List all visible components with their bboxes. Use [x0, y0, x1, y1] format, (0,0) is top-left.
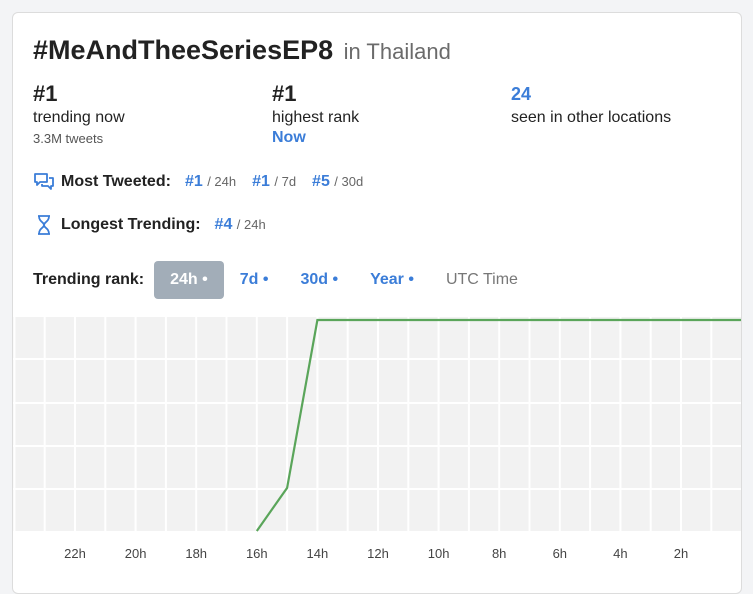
most-tweeted-7d[interactable]: #1 / 7d	[252, 173, 297, 190]
tweet-count: 3.3M tweets	[33, 131, 104, 146]
highest-rank-when[interactable]: Now	[272, 129, 306, 146]
trending-now-rank: #1	[33, 81, 58, 106]
stat-other-locations: 24 seen in other locations	[511, 81, 671, 127]
chart-grid	[13, 317, 741, 531]
trending-rank-label: Trending rank:	[33, 271, 145, 288]
other-locations-count[interactable]: 24	[511, 84, 532, 104]
hashtag-title[interactable]: #MeAndTheeSeriesEP8	[33, 35, 334, 65]
longest-trending-24h[interactable]: #4 / 24h	[214, 216, 266, 233]
x-tick-label: 4h	[613, 546, 627, 561]
longest-trending-label: Longest Trending:	[61, 216, 201, 233]
rank-series-line	[255, 318, 741, 532]
most-tweeted-label: Most Tweeted:	[61, 173, 171, 190]
highest-rank-label: highest rank	[272, 109, 360, 126]
stat-trending-now: #1 trending now 3.3M tweets	[33, 81, 125, 146]
most-tweeted-30d[interactable]: #5 / 30d	[312, 173, 364, 190]
highest-rank-value: #1	[272, 81, 297, 106]
x-axis-ticks: 22h 20h 18h 16h 14h 12h 10h 8h 6h 4h 2h	[64, 546, 688, 561]
rank-tabs: Trending rank: 24h • 7d • 30d • Year • U…	[33, 261, 534, 299]
hourglass-icon	[33, 214, 55, 236]
x-tick-label: 16h	[246, 546, 268, 561]
most-tweeted-row: Most Tweeted: #1 / 24h #1 / 7d #5 / 30d	[33, 171, 379, 193]
most-tweeted-24h[interactable]: #1 / 24h	[184, 173, 237, 190]
trend-card: #MeAndTheeSeriesEP8 in Thailand #1 trend…	[12, 12, 742, 594]
tab-year[interactable]: Year •	[370, 271, 414, 288]
tab-7d[interactable]: 7d •	[239, 271, 269, 288]
x-tick-label: 2h	[674, 546, 688, 561]
x-tick-label: 20h	[125, 546, 147, 561]
trending-rank-chart: 22h 20h 18h 16h 14h 12h 10h 8h 6h 4h 2h	[13, 317, 741, 561]
x-tick-label: 10h	[428, 546, 450, 561]
tab-30d[interactable]: 30d •	[300, 271, 339, 288]
x-tick-label: 22h	[64, 546, 86, 561]
location-label: in Thailand	[343, 39, 451, 64]
utc-time-toggle[interactable]: UTC Time	[445, 271, 518, 288]
trending-now-label: trending now	[33, 109, 125, 126]
other-locations-label: seen in other locations	[511, 109, 672, 126]
x-tick-label: 12h	[367, 546, 389, 561]
x-tick-label: 14h	[307, 546, 329, 561]
chat-bubbles-icon	[33, 171, 55, 193]
longest-trending-row: Longest Trending: #4 / 24h	[33, 214, 282, 236]
x-tick-label: 18h	[185, 546, 207, 561]
tab-24h[interactable]: 24h •	[154, 261, 224, 299]
stat-highest-rank: #1 highest rank Now	[272, 81, 359, 147]
page-title: #MeAndTheeSeriesEP8 in Thailand	[33, 35, 451, 66]
x-tick-label: 6h	[553, 546, 567, 561]
x-tick-label: 8h	[492, 546, 506, 561]
